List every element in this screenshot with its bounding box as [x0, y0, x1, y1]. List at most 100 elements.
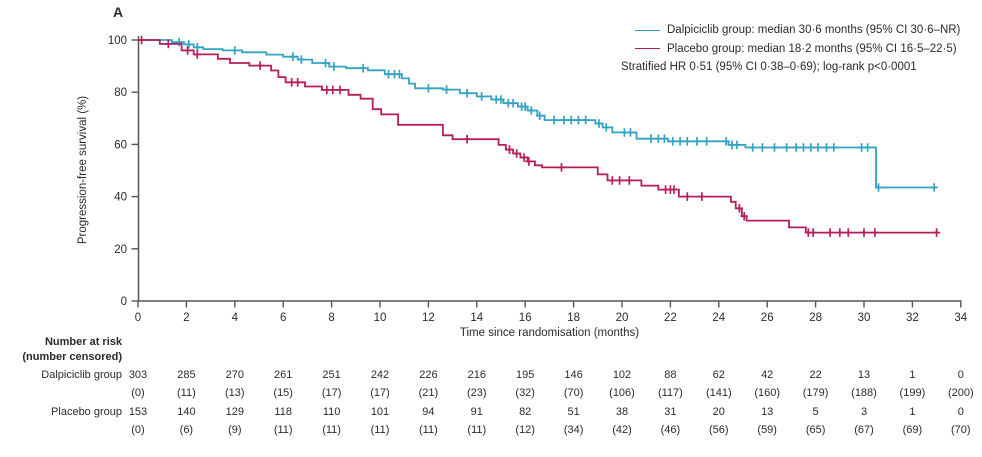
risk-cell-placebo-censored-m34: (70) [951, 424, 971, 436]
risk-cell-placebo-censored-m30: (67) [854, 424, 874, 436]
x-tick-label: 0 [135, 312, 141, 324]
risk-cell-placebo-censored-m28: (65) [805, 424, 826, 436]
risk-cell-dalpiciclib-censored-m34: (200) [947, 387, 974, 399]
risk-cell-dalpiciclib-at_risk-m30: 13 [857, 369, 871, 381]
risk-cell-dalpiciclib-censored-m22: (117) [657, 387, 683, 399]
risk-cell-placebo-at_risk-m2: 140 [177, 406, 196, 418]
risk-cell-placebo-censored-m10: (11) [370, 424, 390, 436]
x-tick-label: 24 [712, 312, 725, 324]
risk-cell-dalpiciclib-censored-m14: (23) [467, 387, 487, 399]
risk-cell-placebo-at_risk-m8: 110 [322, 406, 341, 418]
risk-cell-dalpiciclib-at_risk-m16: 195 [516, 369, 535, 381]
risk-cell-dalpiciclib-censored-m10: (17) [370, 387, 390, 399]
risk-cell-dalpiciclib-at_risk-m32: 1 [909, 369, 916, 381]
risk-cell-placebo-at_risk-m26: 13 [761, 406, 774, 418]
risk-cell-dalpiciclib-at_risk-m8: 251 [322, 369, 341, 381]
risk-cell-dalpiciclib-censored-m16: (32) [515, 387, 535, 399]
y-axis-title: Progression-free survival (%) [77, 96, 89, 244]
placebo-line-icon [635, 48, 660, 50]
risk-cell-dalpiciclib-censored-m28: (179) [802, 387, 829, 399]
risk-cell-placebo-at_risk-m24: 20 [712, 406, 725, 418]
risk-cell-placebo-censored-m2: (6) [179, 424, 194, 436]
risk-cell-placebo-at_risk-m20: 38 [615, 406, 629, 418]
x-tick-label: 30 [858, 312, 871, 324]
risk-cell-placebo-at_risk-m32: 1 [909, 406, 916, 418]
risk-cell-dalpiciclib-at_risk-m14: 216 [467, 369, 486, 381]
risk-cell-placebo-censored-m18: (34) [563, 424, 584, 436]
x-tick-label: 20 [616, 312, 629, 324]
risk-cell-dalpiciclib-at_risk-m4: 270 [225, 369, 244, 381]
risk-cell-dalpiciclib-at_risk-m24: 62 [712, 369, 725, 381]
risk-cell-dalpiciclib-censored-m18: (70) [563, 387, 584, 399]
risk-cell-placebo-censored-m14: (11) [467, 424, 487, 436]
risk-cell-placebo-censored-m0: (0) [131, 424, 145, 436]
risk-cell-placebo-at_risk-m10: 101 [370, 406, 390, 418]
risk-cell-placebo-censored-m26: (59) [757, 424, 777, 436]
y-tick-label: 100 [108, 35, 127, 47]
risk-cell-placebo-at_risk-m12: 94 [422, 406, 435, 418]
risk-cell-placebo-censored-m6: (11) [273, 424, 293, 436]
risk-cell-dalpiciclib-at_risk-m6: 261 [274, 369, 293, 381]
risk-cell-dalpiciclib-at_risk-m22: 88 [664, 369, 677, 381]
x-tick-label: 32 [906, 312, 919, 324]
risk-cell-placebo-at_risk-m18: 51 [567, 406, 580, 418]
legend-label-dalpiciclib: Dalpiciclib group: median 30·6 months (9… [667, 24, 961, 36]
legend-entry-placebo: Placebo group: median 18·2 months (95% C… [635, 40, 960, 59]
risk-cell-dalpiciclib-censored-m0: (0) [131, 387, 145, 399]
risk-cell-placebo-censored-m20: (42) [612, 424, 632, 436]
x-tick-label: 8 [328, 312, 334, 324]
risk-row-label-placebo: Placebo group [51, 406, 122, 418]
stratified-hr-text: Stratified HR 0·51 (95% CI 0·38–0·69); l… [621, 61, 917, 73]
risk-cell-dalpiciclib-censored-m20: (106) [609, 387, 635, 399]
risk-cell-placebo-at_risk-m14: 91 [470, 406, 483, 418]
placebo-survival-curve [138, 39, 939, 234]
x-tick-label: 18 [567, 312, 580, 324]
legend: Dalpiciclib group: median 30·6 months (9… [621, 21, 960, 77]
x-tick-label: 10 [374, 312, 387, 324]
risk-cell-dalpiciclib-censored-m12: (21) [418, 387, 439, 399]
risk-cell-placebo-at_risk-m22: 31 [664, 406, 677, 418]
placebo-censor-marks [138, 35, 941, 237]
x-tick-label: 6 [280, 312, 286, 324]
x-tick-label: 12 [422, 312, 435, 324]
risk-cell-dalpiciclib-censored-m32: (199) [899, 387, 926, 399]
risk-table-subheader: (number censored) [22, 351, 122, 363]
risk-cell-dalpiciclib-censored-m24: (141) [705, 387, 732, 399]
y-tick-label: 20 [114, 244, 127, 256]
x-tick-label: 26 [761, 312, 774, 324]
risk-cell-placebo-censored-m22: (46) [660, 424, 681, 436]
risk-cell-placebo-censored-m32: (69) [902, 424, 923, 436]
risk-cell-dalpiciclib-at_risk-m20: 102 [612, 369, 632, 381]
x-tick-label: 2 [183, 312, 189, 324]
dalpiciclib-line-icon [635, 29, 660, 31]
dalpiciclib-censor-marks [175, 37, 938, 192]
y-tick-label: 0 [121, 296, 127, 308]
risk-cell-dalpiciclib-censored-m30: (188) [851, 387, 877, 399]
risk-cell-placebo-censored-m8: (11) [322, 424, 341, 436]
x-tick-label: 28 [809, 312, 822, 324]
y-tick-label: 80 [114, 87, 127, 99]
risk-cell-placebo-at_risk-m28: 5 [812, 406, 819, 418]
y-tick-label: 40 [114, 192, 127, 204]
risk-cell-placebo-at_risk-m16: 82 [519, 406, 532, 418]
risk-cell-placebo-censored-m16: (12) [515, 424, 535, 436]
risk-cell-dalpiciclib-censored-m26: (160) [754, 387, 781, 399]
risk-cell-dalpiciclib-at_risk-m10: 242 [370, 369, 390, 381]
risk-table-header: Number at risk [44, 336, 122, 348]
legend-label-placebo: Placebo group: median 18·2 months (95% C… [667, 42, 957, 55]
x-tick-label: 34 [954, 312, 967, 324]
risk-cell-dalpiciclib-censored-m2: (11) [177, 387, 196, 399]
risk-cell-placebo-at_risk-m0: 153 [128, 406, 148, 418]
risk-cell-placebo-censored-m12: (11) [419, 424, 438, 436]
legend-entry-dalpiciclib: Dalpiciclib group: median 30·6 months (9… [635, 21, 960, 40]
risk-row-label-dalpiciclib: Dalpiciclib group [41, 369, 122, 381]
x-axis-title: Time since randomisation (months) [460, 327, 639, 339]
risk-cell-placebo-at_risk-m4: 129 [225, 406, 244, 418]
x-tick-label: 14 [470, 312, 483, 324]
risk-cell-dalpiciclib-at_risk-m18: 146 [564, 369, 583, 381]
risk-cell-dalpiciclib-at_risk-m2: 285 [177, 369, 196, 381]
risk-cell-placebo-censored-m24: (56) [709, 424, 729, 436]
y-tick-label: 60 [114, 139, 127, 151]
